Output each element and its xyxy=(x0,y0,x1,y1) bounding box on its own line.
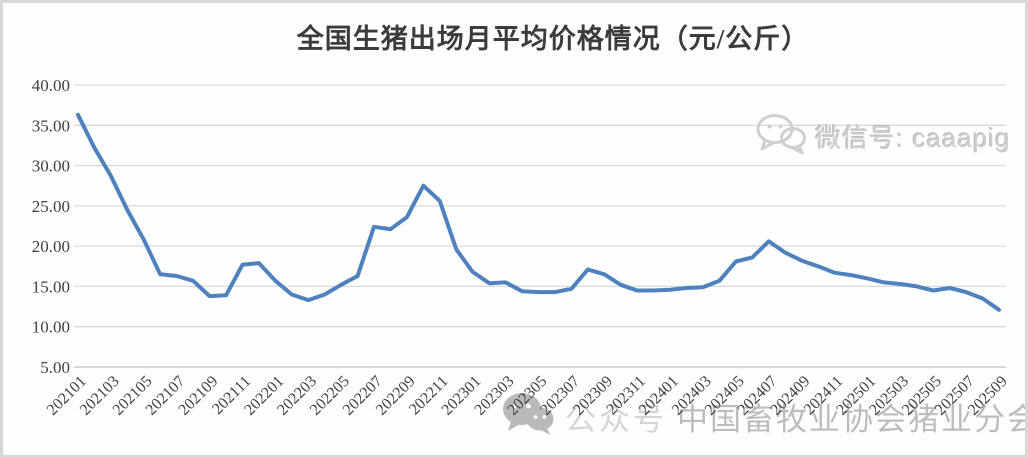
chart-title: 全国生猪出场月平均价格情况（元/公斤） xyxy=(296,24,810,54)
price-line-chart: 40.00 35.00 30.00 25.00 20.00 15.00 10.00 5.002… xyxy=(32,76,1011,419)
y-tick-label: 5.00 xyxy=(40,358,70,377)
y-tick-label: 35.00 xyxy=(32,116,70,135)
y-tick-label: 30.00 xyxy=(32,157,70,176)
price-series-line xyxy=(76,112,1001,312)
y-tick-label: 25.00 xyxy=(32,197,70,216)
y-tick-label: 10.00 xyxy=(32,318,70,337)
gridlines xyxy=(74,84,1006,368)
y-tick-label: 15.00 xyxy=(32,277,70,296)
y-tick-label: 20.00 xyxy=(32,237,70,256)
y-tick-label: 40.00 xyxy=(32,76,70,95)
y-axis-labels: 40.00 35.00 30.00 25.00 20.00 15.00 10.00 5.00 xyxy=(32,76,70,377)
x-axis-labels: 2021012021032021052021072021092021112022… xyxy=(44,373,1011,419)
